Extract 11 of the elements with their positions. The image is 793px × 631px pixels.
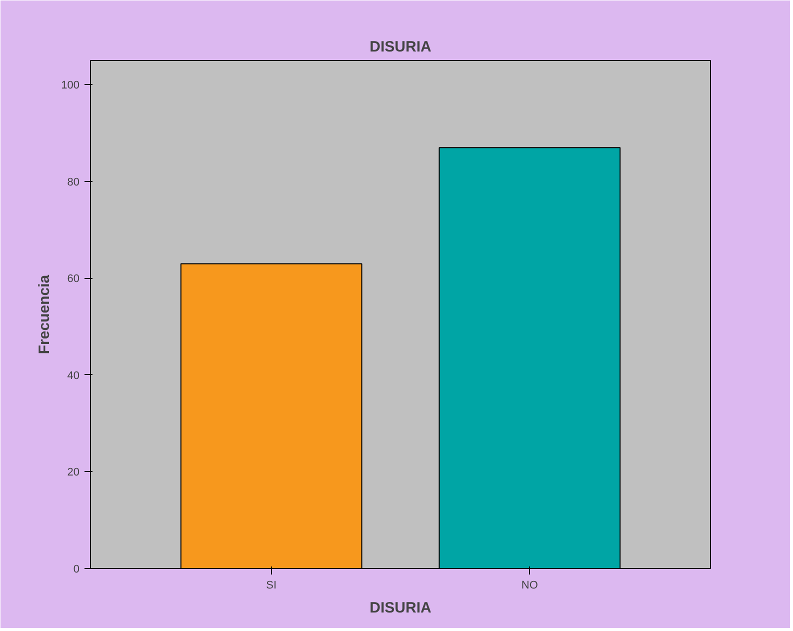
y-tick-label: 0 [73,564,80,576]
y-tick-label: 80 [67,176,80,188]
y-tick-label: 40 [67,370,80,382]
x-tick-label: NO [521,580,538,592]
y-axis-title: Frecuencia [36,274,54,354]
x-axis-title: DISURIA [370,600,432,616]
x-tick-label: SI [266,580,277,592]
y-tick-label: 20 [67,466,80,479]
y-tick-label: 60 [67,273,80,286]
y-tick-label: 100 [61,80,80,92]
chart-title: DISURIA [370,38,432,56]
